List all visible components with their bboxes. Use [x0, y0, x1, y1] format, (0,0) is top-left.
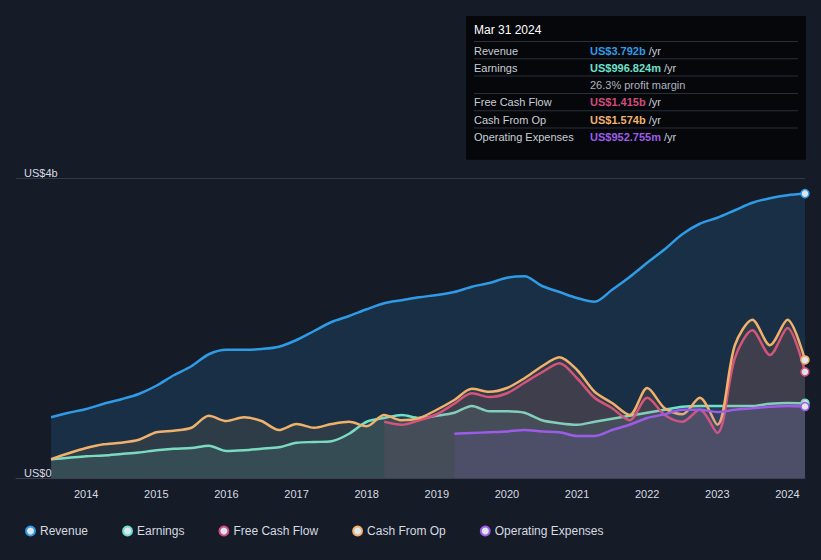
- svg-text:2019: 2019: [425, 488, 449, 500]
- svg-text:Operating Expenses: Operating Expenses: [495, 524, 604, 538]
- svg-text:US$4b: US$4b: [24, 167, 58, 179]
- svg-text:2023: 2023: [705, 488, 729, 500]
- svg-text:26.3% profit margin: 26.3% profit margin: [590, 79, 685, 91]
- svg-text:US$1.574b: US$1.574b: [590, 114, 646, 126]
- svg-text:Earnings: Earnings: [474, 62, 518, 74]
- svg-text:Operating Expenses: Operating Expenses: [474, 131, 574, 143]
- svg-text:Free Cash Flow: Free Cash Flow: [474, 96, 552, 108]
- svg-text:Revenue: Revenue: [40, 524, 88, 538]
- svg-text:2021: 2021: [565, 488, 589, 500]
- svg-text:2022: 2022: [635, 488, 659, 500]
- svg-text:US$952.755m: US$952.755m: [590, 131, 661, 143]
- svg-text:US$1.415b: US$1.415b: [590, 96, 646, 108]
- svg-text:2014: 2014: [74, 488, 98, 500]
- svg-text:2020: 2020: [495, 488, 519, 500]
- svg-text:US$996.824m: US$996.824m: [590, 62, 661, 74]
- svg-text:/yr: /yr: [649, 45, 662, 57]
- svg-text:/yr: /yr: [649, 96, 662, 108]
- svg-text:Revenue: Revenue: [474, 45, 518, 57]
- svg-text:/yr: /yr: [664, 131, 677, 143]
- svg-text:US$3.792b: US$3.792b: [590, 45, 646, 57]
- svg-text:2015: 2015: [144, 488, 168, 500]
- svg-text:Cash From Op: Cash From Op: [474, 114, 546, 126]
- svg-text:2016: 2016: [214, 488, 238, 500]
- svg-text:Earnings: Earnings: [137, 524, 184, 538]
- svg-text:Cash From Op: Cash From Op: [367, 524, 446, 538]
- svg-text:2017: 2017: [284, 488, 308, 500]
- svg-text:Free Cash Flow: Free Cash Flow: [233, 524, 318, 538]
- svg-text:/yr: /yr: [649, 114, 662, 126]
- svg-text:/yr: /yr: [664, 62, 677, 74]
- svg-text:2018: 2018: [354, 488, 378, 500]
- svg-text:2024: 2024: [775, 488, 799, 500]
- svg-text:US$0: US$0: [24, 467, 52, 479]
- svg-text:Mar 31 2024: Mar 31 2024: [474, 23, 542, 37]
